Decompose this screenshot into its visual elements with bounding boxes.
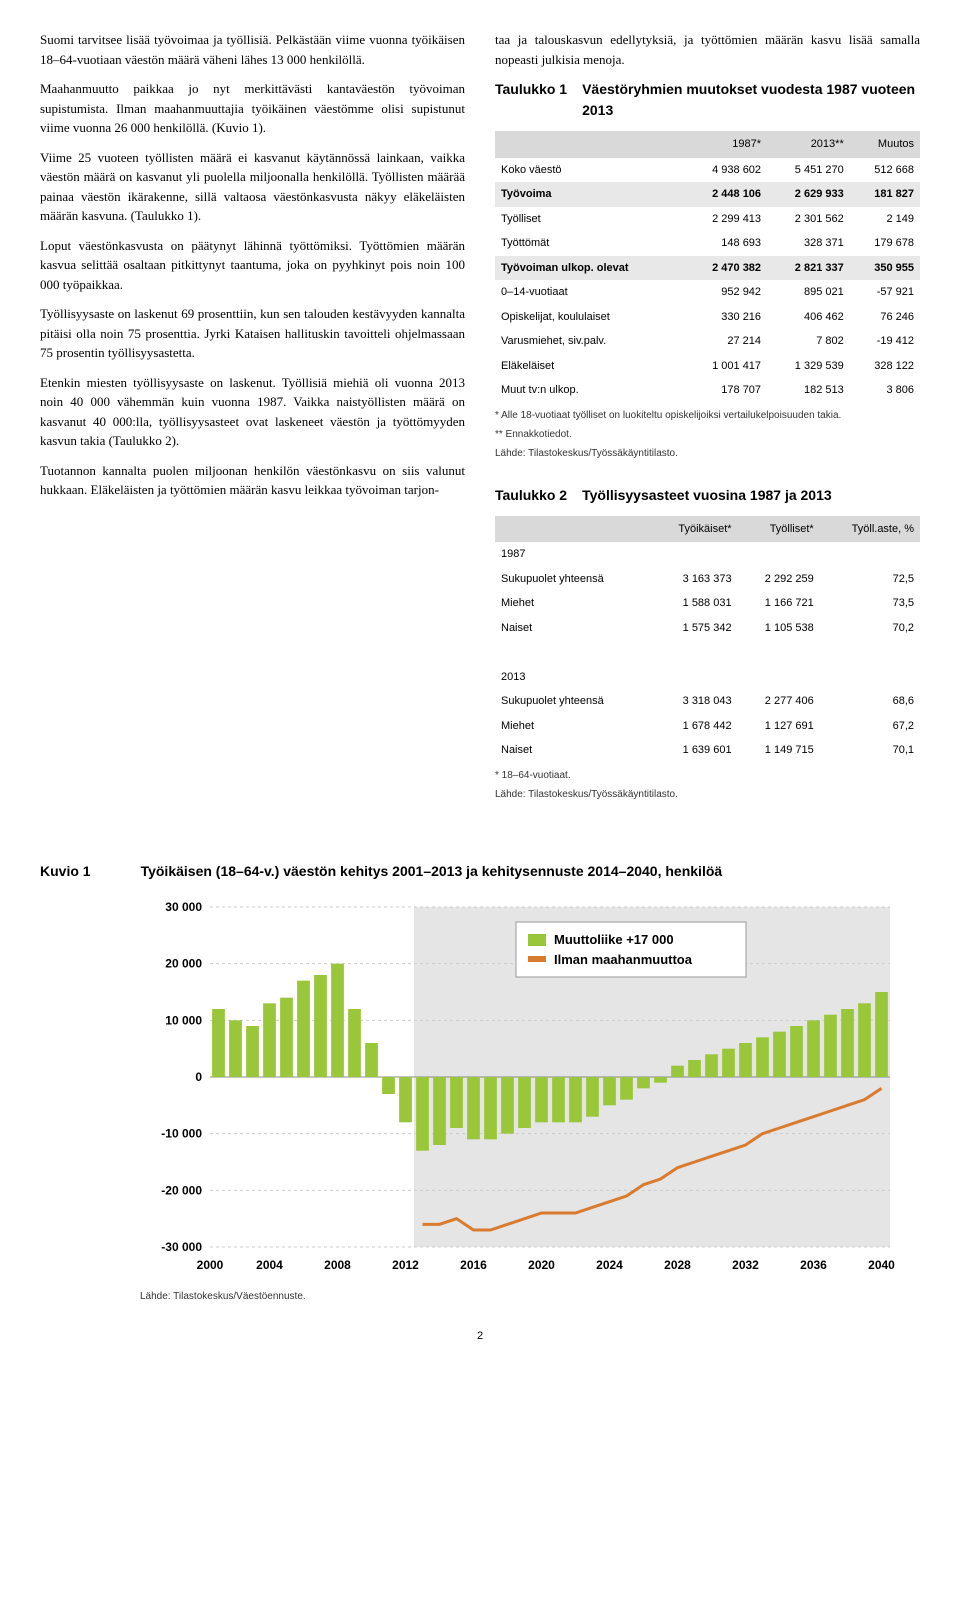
table-section: 2013 xyxy=(495,665,920,690)
svg-text:0: 0 xyxy=(195,1070,202,1084)
svg-text:2032: 2032 xyxy=(732,1258,759,1272)
svg-text:2008: 2008 xyxy=(324,1258,351,1272)
table-row: Miehet1 588 0311 166 72173,5 xyxy=(495,591,920,616)
table-header: 2013** xyxy=(767,131,850,158)
svg-text:2024: 2024 xyxy=(596,1258,623,1272)
table-row: Miehet1 678 4421 127 69167,2 xyxy=(495,714,920,739)
table-1: 1987*2013**Muutos Koko väestö4 938 6025 … xyxy=(495,131,920,403)
table-row: Työvoiman ulkop. olevat2 470 3822 821 33… xyxy=(495,256,920,281)
table-row: Koko väestö4 938 6025 451 270512 668 xyxy=(495,158,920,183)
svg-text:10 000: 10 000 xyxy=(165,1013,202,1027)
svg-text:20 000: 20 000 xyxy=(165,956,202,970)
page-number: 2 xyxy=(40,1328,920,1345)
para-7: Tuotannon kannalta puolen miljoonan henk… xyxy=(40,461,465,500)
table-header: Muutos xyxy=(850,131,920,158)
svg-text:-20 000: -20 000 xyxy=(161,1183,202,1197)
para-5: Työllisyysaste on laskenut 69 prosenttii… xyxy=(40,304,465,363)
table-header xyxy=(495,131,684,158)
table-section: 1987 xyxy=(495,542,920,567)
svg-text:Muuttoliike +17 000: Muuttoliike +17 000 xyxy=(554,932,674,947)
table-row: Työttömät148 693328 371179 678 xyxy=(495,231,920,256)
para-3: Viime 25 vuoteen työllisten määrä ei kas… xyxy=(40,148,465,226)
table-1-label: Taulukko 1 xyxy=(495,79,567,121)
table-row: Opiskelijat, koululaiset330 216406 46276… xyxy=(495,305,920,330)
table-header: Työlliset* xyxy=(738,516,820,543)
table-row: Varusmiehet, siv.palv.27 2147 802-19 412 xyxy=(495,329,920,354)
svg-text:2012: 2012 xyxy=(392,1258,419,1272)
table-row: Eläkeläiset1 001 4171 329 539328 122 xyxy=(495,354,920,379)
kuvio-1-title: Työikäisen (18–64-v.) väestön kehitys 20… xyxy=(141,861,723,882)
para-1: Suomi tarvitsee lisää työvoimaa ja työll… xyxy=(40,30,465,69)
table-2-label: Taulukko 2 xyxy=(495,485,567,506)
para-6: Etenkin miesten työllisyysaste on lasken… xyxy=(40,373,465,451)
table-row: Työlliset2 299 4132 301 5622 149 xyxy=(495,207,920,232)
table-header: Työll.aste, % xyxy=(820,516,920,543)
kuvio-1-chart: 30 000 20 000 10 000 0 -10 000 -20 000 -30 000… xyxy=(140,897,900,1277)
svg-text:2028: 2028 xyxy=(664,1258,691,1272)
table-1-fn3: Lähde: Tilastokeskus/Työssäkäyntitilasto… xyxy=(495,447,920,460)
table-1-fn2: ** Ennakkotiedot. xyxy=(495,428,920,441)
table-header xyxy=(495,516,650,543)
table-1-title: Väestöryhmien muutokset vuodesta 1987 vu… xyxy=(582,79,920,121)
table-header: 1987* xyxy=(684,131,767,158)
table-row: Sukupuolet yhteensä3 163 3732 292 25972,… xyxy=(495,567,920,592)
table-row: Naiset1 639 6011 149 71570,1 xyxy=(495,738,920,763)
svg-text:-30 000: -30 000 xyxy=(161,1240,202,1254)
table-2-block: Taulukko 2 Työllisyysasteet vuosina 1987… xyxy=(495,485,920,801)
table-2: Työikäiset*Työlliset*Työll.aste, % 1987S… xyxy=(495,516,920,763)
kuvio-1-label: Kuvio 1 xyxy=(40,861,91,882)
para-2: Maahanmuutto paikkaa jo nyt merkittäväst… xyxy=(40,79,465,138)
svg-text:2000: 2000 xyxy=(197,1258,224,1272)
svg-text:30 000: 30 000 xyxy=(165,900,202,914)
svg-text:2040: 2040 xyxy=(868,1258,895,1272)
svg-text:2004: 2004 xyxy=(256,1258,283,1272)
table-2-fn2: Lähde: Tilastokeskus/Työssäkäyntitilasto… xyxy=(495,788,920,801)
table-row: Naiset1 575 3421 105 53870,2 xyxy=(495,616,920,641)
svg-text:-10 000: -10 000 xyxy=(161,1126,202,1140)
kuvio-1-block: Kuvio 1 Työikäisen (18–64-v.) väestön ke… xyxy=(40,861,920,1304)
svg-text:2016: 2016 xyxy=(460,1258,487,1272)
table-2-fn1: * 18–64-vuotiaat. xyxy=(495,769,920,782)
table-2-title: Työllisyysasteet vuosina 1987 ja 2013 xyxy=(582,485,832,506)
table-row: 0–14-vuotiaat952 942895 021-57 921 xyxy=(495,280,920,305)
svg-text:2020: 2020 xyxy=(528,1258,555,1272)
table-row: Työvoima2 448 1062 629 933181 827 xyxy=(495,182,920,207)
svg-text:2036: 2036 xyxy=(800,1258,827,1272)
para-cont: taa ja talouskasvun edellytyksiä, ja työ… xyxy=(495,30,920,69)
kuvio-1-source: Lähde: Tilastokeskus/Väestöennuste. xyxy=(140,1290,920,1303)
table-header: Työikäiset* xyxy=(650,516,738,543)
para-4: Loput väestönkasvusta on päätynyt lähinn… xyxy=(40,236,465,295)
table-1-fn1: * Alle 18-vuotiaat työlliset on luokitel… xyxy=(495,409,920,422)
svg-text:Ilman maahanmuuttoa: Ilman maahanmuuttoa xyxy=(554,952,693,967)
table-row: Muut tv:n ulkop.178 707182 5133 806 xyxy=(495,378,920,403)
table-1-block: Taulukko 1 Väestöryhmien muutokset vuode… xyxy=(495,79,920,460)
table-row: Sukupuolet yhteensä3 318 0432 277 40668,… xyxy=(495,689,920,714)
